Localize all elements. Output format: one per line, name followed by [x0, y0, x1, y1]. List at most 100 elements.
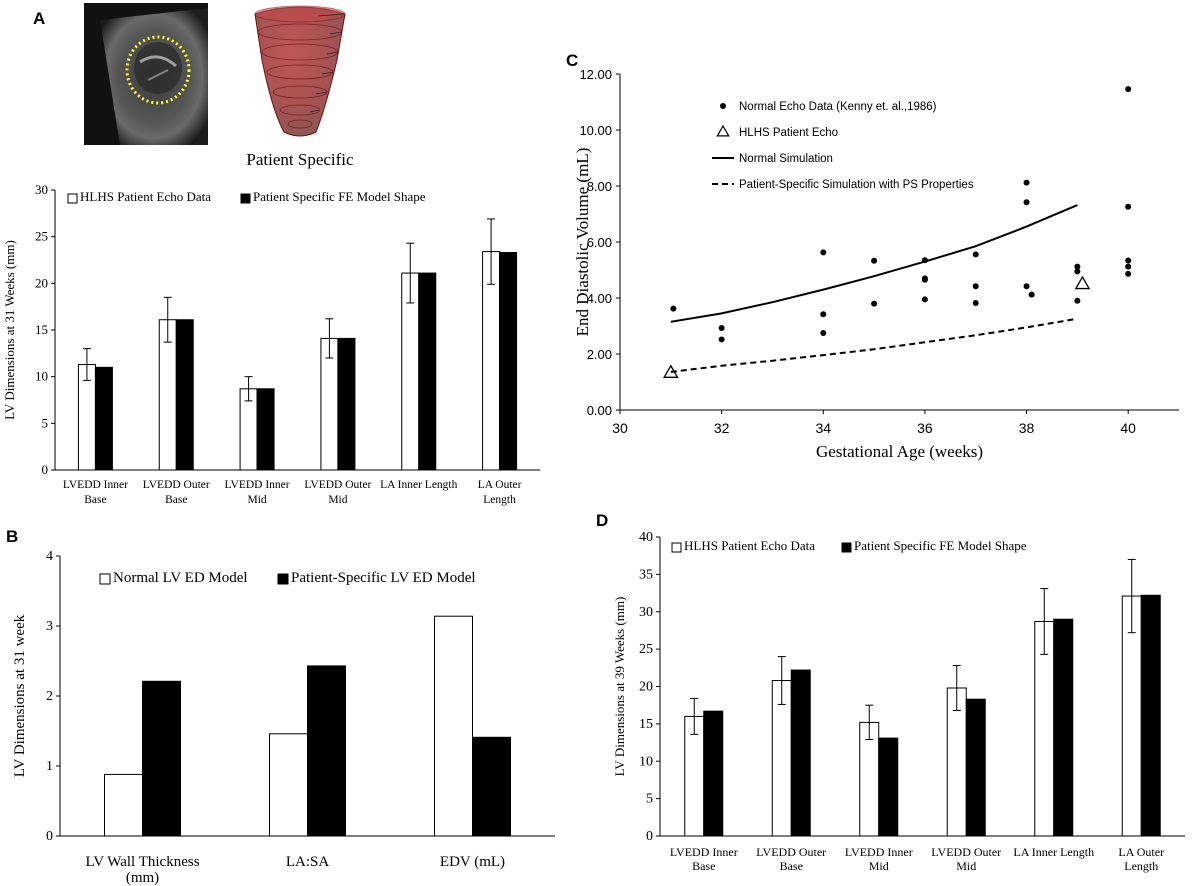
- x-category-label: LA Inner Length: [1013, 845, 1094, 859]
- x-category-label: LA Inner Length: [380, 479, 458, 491]
- y-tick-label: 6.00: [587, 235, 612, 250]
- chart-c: 0.00 2.00 4.00 6.00 8.00 10.00 12.00 30 32 34 36 38…: [573, 67, 1179, 461]
- legend-label: HLHS Patient Echo Data: [684, 538, 815, 553]
- normal-echo-point: [972, 283, 979, 290]
- filled-bar-2: [307, 665, 346, 837]
- normal-echo-point: [1125, 257, 1132, 264]
- hlhs-echo-point: [1074, 275, 1091, 290]
- x-category-label: LA:SA: [286, 854, 330, 870]
- filled-bar-3: [472, 736, 511, 837]
- chart-d: 0 5 10 15 20 25 30 35 40 LV Dimensions at 39 Week…: [612, 530, 1185, 873]
- x-category-label: Base: [780, 859, 803, 873]
- legend-swatch: [671, 542, 682, 553]
- y-tick-label: 10: [639, 754, 653, 769]
- x-tick-label: 40: [1120, 420, 1136, 436]
- y-tick-label: 2.00: [587, 347, 612, 362]
- filled-bar-6: [1140, 594, 1161, 837]
- y-tick-label: 20: [639, 680, 653, 695]
- panel-label-b: B: [6, 527, 18, 546]
- x-category-label: LVEDD Inner: [845, 845, 913, 859]
- x-tick-label: 38: [1019, 420, 1035, 436]
- normal-echo-point: [718, 324, 725, 331]
- x-category-label: (mm): [126, 870, 159, 886]
- normal-echo-point: [972, 251, 979, 258]
- x-category-label: LVEDD Outer: [143, 479, 210, 491]
- normal-echo-point: [921, 296, 928, 303]
- y-tick-label: 0: [46, 829, 53, 844]
- model-caption: Patient Specific: [246, 150, 354, 169]
- x-axis-label: Gestational Age (weeks): [816, 442, 983, 461]
- y-tick-label: 5: [646, 792, 653, 807]
- legend-label: Patient Specific FE Model Shape: [854, 538, 1027, 553]
- x-category-label: LVEDD Outer: [304, 479, 371, 491]
- legend-marker: [716, 124, 730, 137]
- x-category-label: Mid: [869, 859, 889, 873]
- open-bar-2: [269, 733, 308, 837]
- legend-label: Normal LV ED Model: [113, 570, 248, 586]
- y-tick-label: 1: [46, 759, 53, 774]
- x-category-label: Base: [692, 859, 715, 873]
- x-category-label: Length: [483, 494, 516, 506]
- y-tick-label: 25: [639, 642, 653, 657]
- normal-echo-point: [1125, 203, 1132, 210]
- open-bar-1: [104, 773, 143, 837]
- legend-swatch: [277, 573, 289, 585]
- y-axis-label: LV Dimensions at 31 Weeks (mm): [2, 240, 17, 420]
- chart-a: 0 5 10 15 20 25 30 LV Dimensions at 31 Weeks (m…: [2, 182, 540, 506]
- x-category-label: Mid: [328, 494, 347, 506]
- fe-heart-model-image: [254, 5, 346, 137]
- normal-echo-point: [1028, 291, 1035, 298]
- dotted-ventricle-outline: [125, 35, 191, 105]
- x-category-label: LVEDD Outer: [931, 845, 1001, 859]
- y-tick-label: 5: [42, 415, 49, 430]
- normal-echo-point: [820, 311, 827, 318]
- legend-label: Patient-Specific Simulation with PS Prop…: [739, 179, 974, 191]
- normal-echo-point: [820, 330, 827, 336]
- legend-swatch: [99, 573, 111, 585]
- normal-echo-point: [1125, 270, 1132, 277]
- normal-echo-point: [1074, 263, 1081, 270]
- y-tick-label: 12.00: [579, 67, 612, 82]
- y-tick-label: 4: [46, 549, 53, 564]
- panel-label-a: A: [33, 9, 45, 28]
- x-tick-label: 36: [917, 420, 933, 436]
- normal-echo-point: [1074, 268, 1081, 275]
- normal-echo-point: [820, 249, 827, 256]
- normal-echo-point: [718, 336, 725, 343]
- y-tick-label: 15: [639, 717, 653, 732]
- normal-echo-point: [921, 276, 928, 283]
- normal-echo-point: [1023, 179, 1030, 186]
- y-tick-label: 30: [35, 182, 48, 197]
- y-tick-label: 10.00: [579, 123, 612, 138]
- x-category-label: LA Outer: [478, 479, 522, 491]
- x-tick-label: 34: [815, 420, 831, 436]
- legend-swatch: [841, 542, 852, 553]
- legend-marker: [720, 103, 726, 109]
- y-tick-label: 8.00: [587, 179, 612, 194]
- y-tick-label: 4.00: [587, 291, 612, 306]
- legend-label: Patient Specific FE Model Shape: [253, 189, 426, 204]
- open-bar-3: [434, 615, 473, 837]
- x-tick-label: 32: [714, 420, 730, 436]
- chart-b: 0 1 2 3 4 LV Dimensions at 31 week LV Wall Thi…: [12, 549, 555, 886]
- y-axis-label: LV Dimensions at 31 week: [12, 614, 28, 777]
- x-tick-label: 30: [612, 420, 628, 436]
- y-tick-label: 15: [35, 322, 48, 337]
- filled-bar-2: [790, 669, 811, 837]
- y-tick-label: 35: [639, 567, 653, 582]
- filled-bar-4: [337, 337, 356, 471]
- echo-ultrasound-image: [84, 3, 208, 145]
- y-tick-label: 0: [42, 462, 49, 477]
- filled-bar-1: [703, 710, 724, 837]
- normal-simulation-line: [670, 204, 1078, 323]
- normal-echo-point: [871, 257, 878, 264]
- y-tick-label: 25: [35, 229, 48, 244]
- filled-bar-2: [175, 319, 194, 471]
- legend-label: HLHS Patient Echo Data: [80, 189, 211, 204]
- legend-label: Patient-Specific LV ED Model: [291, 570, 476, 586]
- patient-specific-simulation-line: [670, 317, 1078, 373]
- y-tick-label: 2: [46, 689, 53, 704]
- x-category-label: LVEDD Inner: [670, 845, 738, 859]
- x-category-label: Length: [1124, 859, 1158, 873]
